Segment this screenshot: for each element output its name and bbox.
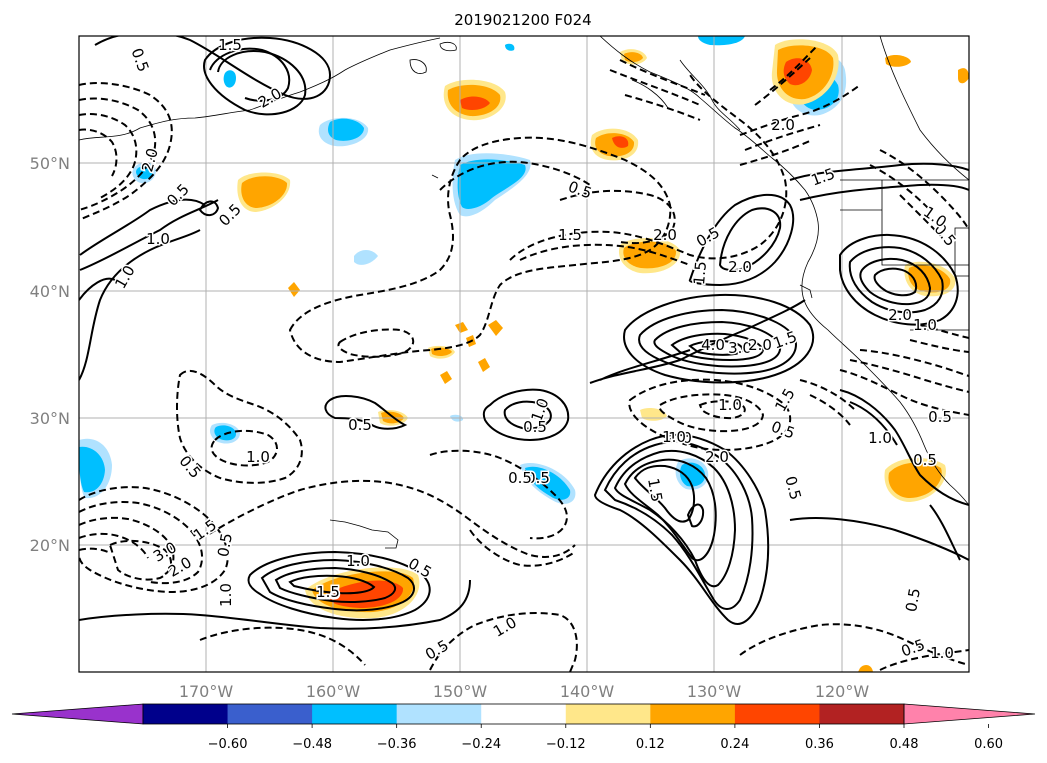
contour-label: 1.0 (246, 448, 270, 466)
lon-label: 160°W (306, 682, 361, 701)
graticule (79, 36, 969, 672)
contour-label: 0.5 (214, 532, 236, 559)
contour-label: 1.0 (668, 429, 692, 447)
contour-label: 4.0 (701, 336, 725, 354)
contour-label: 1.0 (662, 428, 686, 446)
contour-label: 1.5 (690, 260, 710, 285)
colorbar-tick-label: 0.12 (636, 737, 665, 752)
contour-label: 3.0 (728, 339, 752, 357)
colorbar-tick-label: 0.48 (890, 737, 919, 752)
contour-label: 1.0 (346, 552, 370, 570)
colorbar-swatch (819, 704, 905, 724)
contour-label: 1.0 (913, 316, 937, 334)
map-layers: 1.52.01.00.52.01.00.50.51.0 1.50.51.5 2.01… (79, 36, 969, 672)
contour-label: 2.0 (653, 226, 677, 244)
colorbar-tick-label: −0.36 (377, 737, 417, 752)
contour-label: 1.0 (868, 429, 892, 447)
lon-label: 150°W (433, 682, 488, 701)
negative-contours (79, 44, 969, 672)
lat-label: 20°N (30, 536, 70, 555)
contour-label: 1.0 (930, 644, 954, 662)
lon-label: 130°W (687, 682, 742, 701)
map-border (78, 35, 970, 673)
lat-label: 50°N (30, 154, 70, 173)
contour-label: 2.0 (705, 448, 729, 466)
colorbar-swatch (565, 704, 651, 724)
colorbar-tick-label: −0.60 (208, 737, 248, 752)
colorbar-tick-label: 0.36 (805, 737, 834, 752)
lon-label: 120°W (815, 682, 870, 701)
colorbar-extend-high (903, 703, 1036, 725)
colorbar: −0.60 −0.48 −0.36 −0.24 −0.12 0.12 0.24 0.36 0.4… (11, 703, 1036, 752)
contour-label: 2.0 (888, 306, 912, 324)
colorbar-swatch (227, 704, 313, 724)
coastlines (79, 36, 969, 549)
contour-label: 1.0 (146, 230, 170, 248)
colorbar-swatch (650, 704, 736, 724)
contour-label: 1.0 (217, 583, 235, 607)
colorbar-swatch (312, 704, 398, 724)
contour-label: 1.5 (316, 584, 340, 602)
contour-label: 2.0 (748, 336, 772, 354)
contour-label: 1.0 (718, 396, 742, 414)
colorbar-tick-label: 0.24 (720, 737, 749, 752)
colorbar-swatch (396, 704, 482, 724)
contour-label: 0.5 (508, 469, 532, 487)
colorbar-tick-label: −0.48 (292, 737, 332, 752)
contour-label: 1.5 (316, 583, 340, 601)
contour-label: 0.5 (526, 469, 550, 487)
colorbar-swatch (143, 704, 229, 724)
contour-label: 0.5 (913, 451, 937, 469)
contour-label: 1.5 (644, 477, 666, 504)
colorbar-swatch (481, 704, 567, 724)
colorbar-tick-label: −0.12 (546, 737, 586, 752)
lat-label: 40°N (30, 282, 70, 301)
positive-contours (79, 36, 969, 630)
map-area (79, 36, 969, 672)
colorbar-extend-low (11, 703, 144, 725)
lon-label: 140°W (560, 682, 615, 701)
colorbar-swatch (734, 704, 820, 724)
contour-label: 2.0 (771, 116, 795, 134)
latitude-axis: 50°N 40°N 30°N 20°N (30, 154, 70, 555)
longitude-axis: 170°W 160°W 150°W 140°W 130°W 120°W (179, 682, 870, 701)
figure-title: 2019021200 F024 (454, 11, 591, 29)
colorbar-tick-label: −0.24 (461, 737, 501, 752)
contour-label: 0.5 (523, 418, 547, 436)
colorbar-tick-label: 0.60 (974, 737, 1003, 752)
contour-label: 1.5 (218, 36, 242, 54)
lat-label: 30°N (30, 409, 70, 428)
contour-label: 0.5 (348, 416, 372, 434)
contour-label: 2.0 (728, 258, 752, 276)
lon-label: 170°W (179, 682, 234, 701)
contour-label: 1.5 (558, 226, 582, 244)
contour-label: 0.5 (928, 408, 952, 426)
